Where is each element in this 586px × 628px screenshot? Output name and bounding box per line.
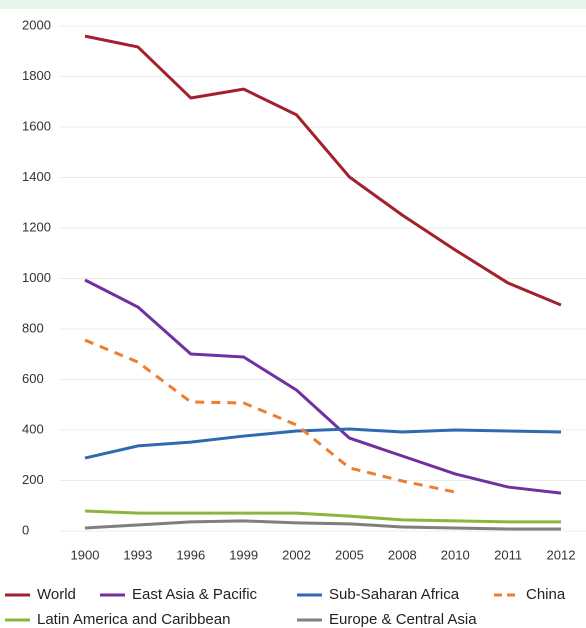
y-tick-label: 1200 xyxy=(22,219,51,234)
x-tick-label: 2005 xyxy=(335,547,364,562)
legend-label: China xyxy=(526,586,566,603)
x-tick-label: 1999 xyxy=(229,547,258,562)
series-line xyxy=(84,509,561,524)
x-tick-label: 1900 xyxy=(71,547,100,562)
series-line xyxy=(84,34,562,307)
y-tick-label: 600 xyxy=(22,371,44,386)
x-tick-label: 2012 xyxy=(547,547,576,562)
x-tick-label: 2011 xyxy=(494,547,522,562)
x-tick-label: 2010 xyxy=(441,547,470,562)
x-tick-label: 2002 xyxy=(282,547,311,562)
y-tick-label: 2000 xyxy=(22,17,51,32)
x-tick-label: 1996 xyxy=(176,547,205,562)
y-tick-label: 0 xyxy=(22,522,29,537)
y-tick-label: 800 xyxy=(22,320,44,335)
legend-label: World xyxy=(37,586,76,603)
series-line xyxy=(84,278,562,495)
y-tick-label: 200 xyxy=(22,472,44,487)
legend-label: Sub-Saharan Africa xyxy=(329,586,460,603)
series-line xyxy=(84,338,456,494)
y-tick-label: 1600 xyxy=(22,118,51,133)
legend-label: Europe & Central Asia xyxy=(329,611,477,628)
legend-label: Latin America and Caribbean xyxy=(37,611,230,628)
top-strip xyxy=(0,0,586,9)
x-tick-label: 1993 xyxy=(123,547,152,562)
x-tick-label: 2008 xyxy=(388,547,417,562)
y-tick-label: 400 xyxy=(22,421,44,436)
y-tick-label: 1800 xyxy=(22,68,51,83)
y-tick-label: 1400 xyxy=(22,169,51,184)
legend-label: East Asia & Pacific xyxy=(132,586,258,603)
y-tick-label: 1000 xyxy=(22,270,51,285)
series-line xyxy=(84,519,561,531)
series-line xyxy=(84,427,562,460)
